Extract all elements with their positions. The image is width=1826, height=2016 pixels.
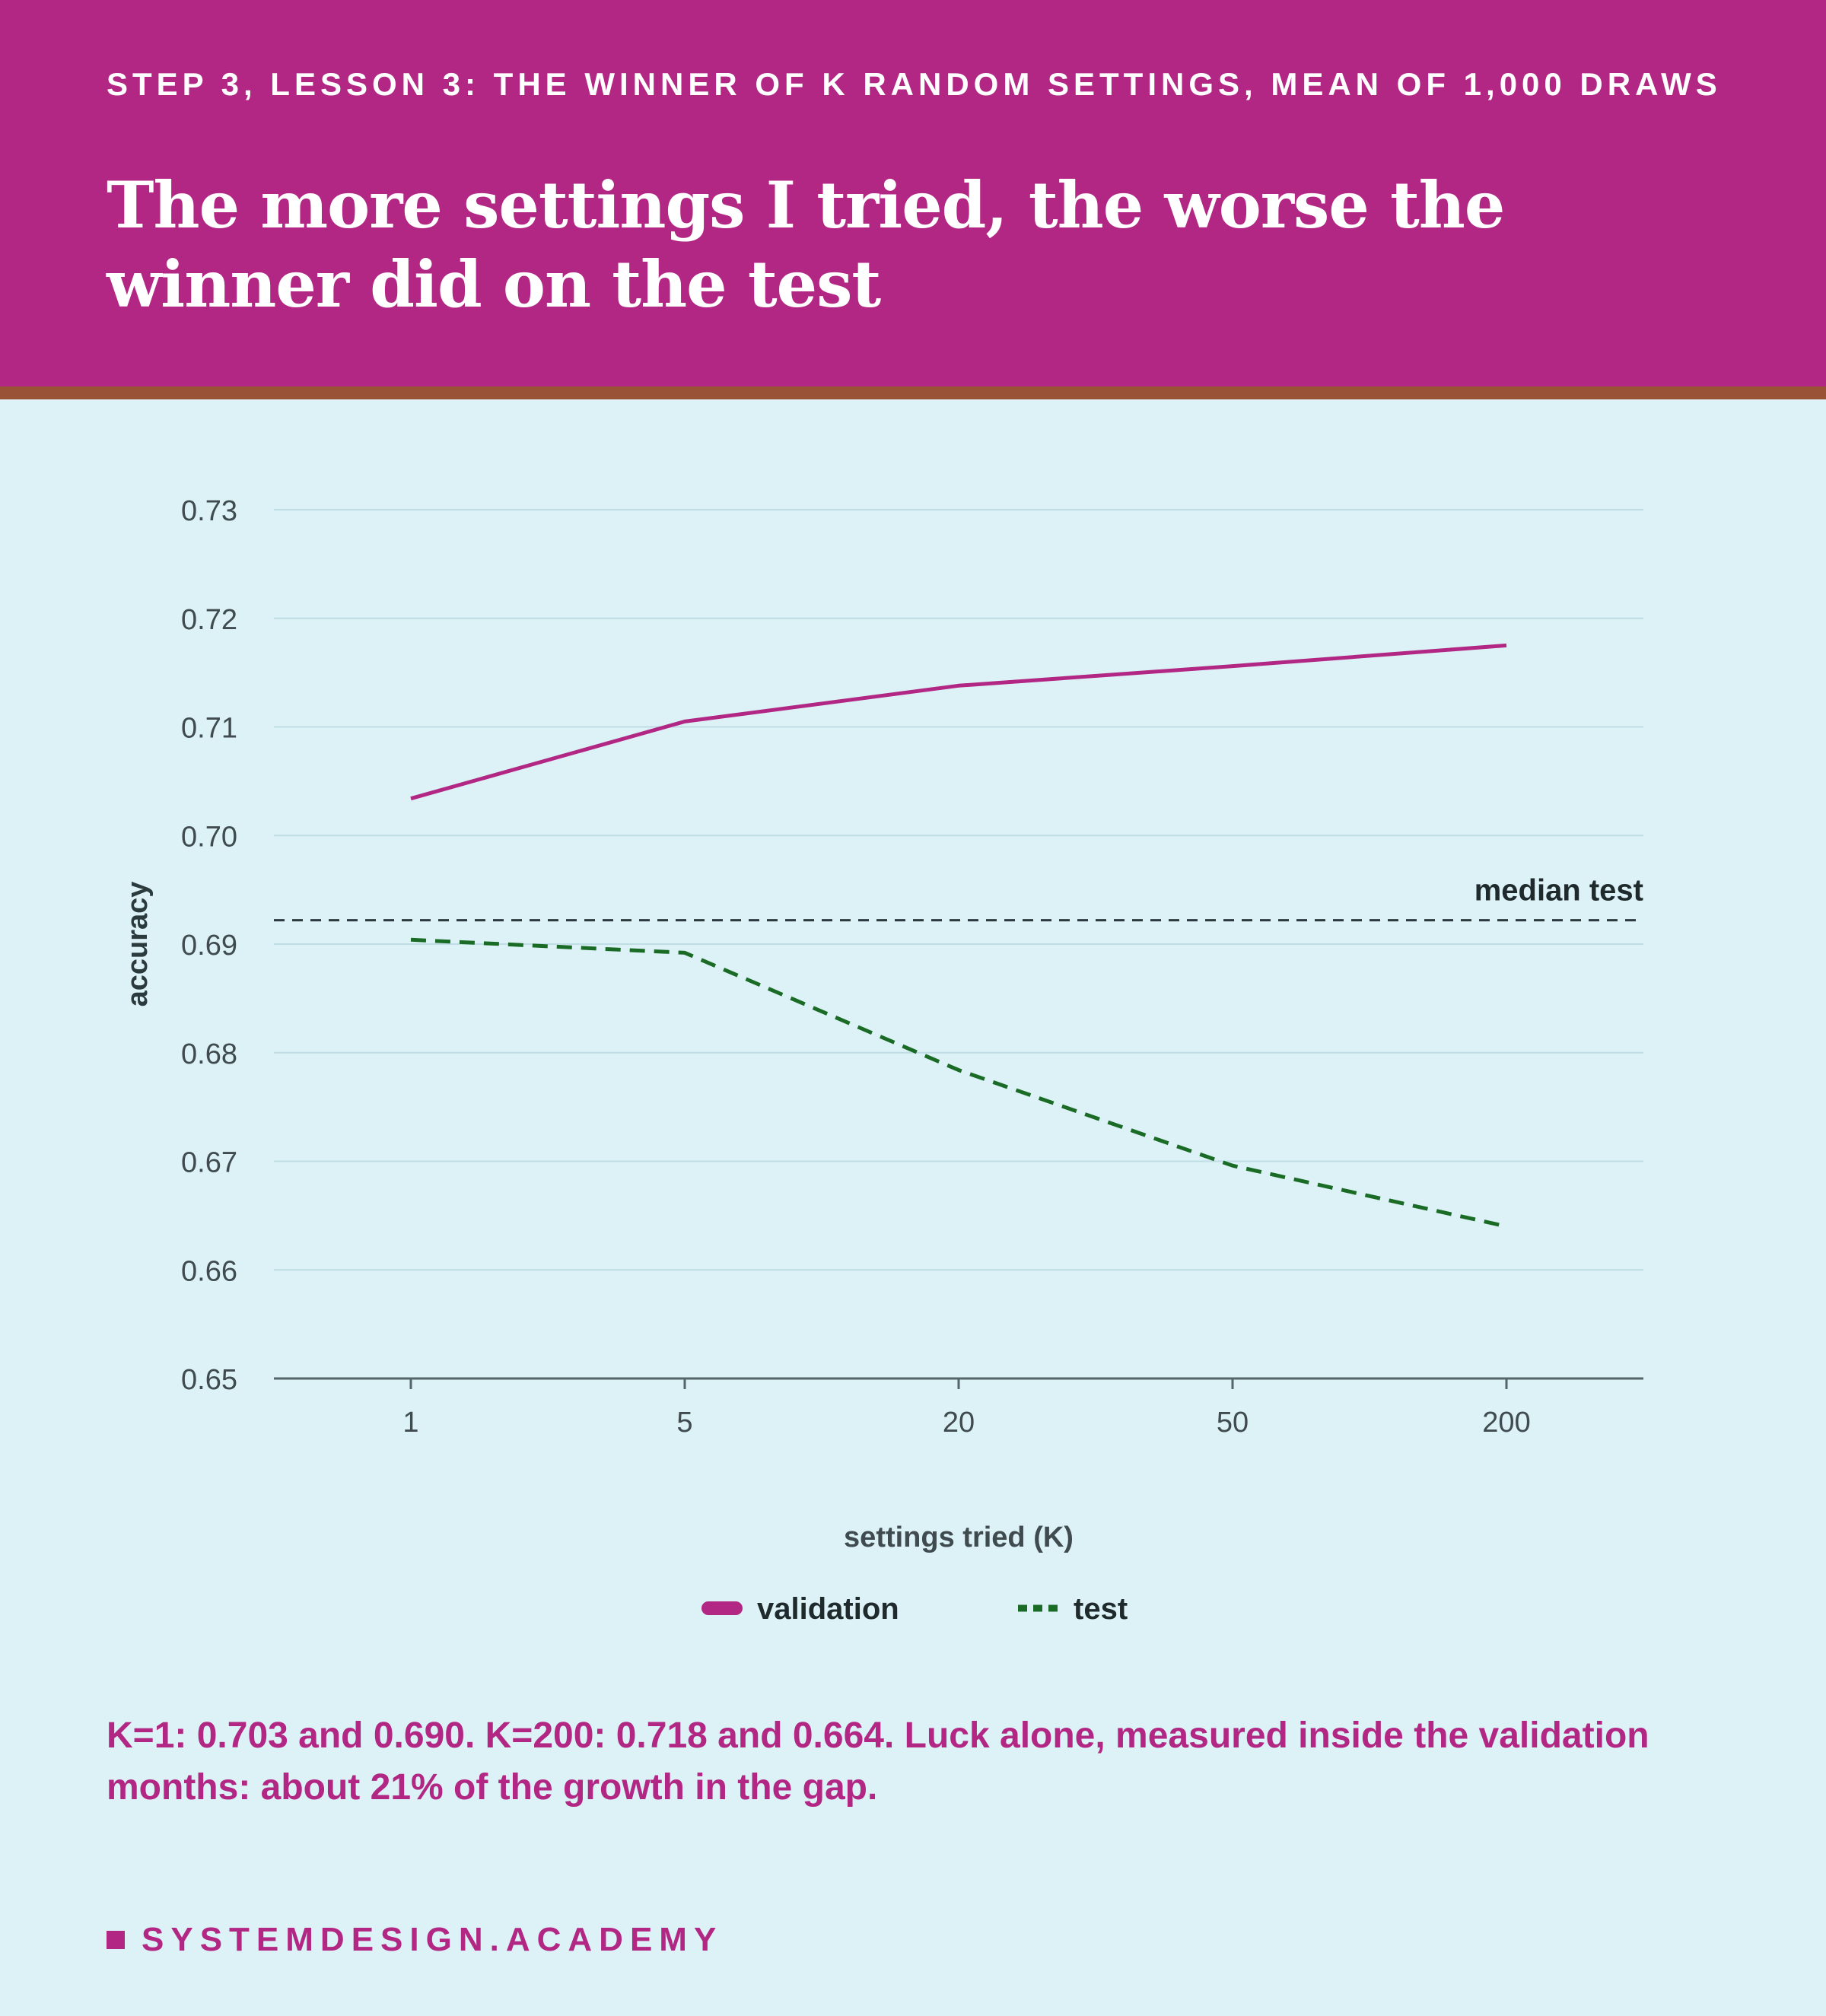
y-tick-label: 0.71 (181, 713, 237, 745)
x-tick-label: 50 (1217, 1407, 1249, 1439)
brand-name: SYSTEMDESIGN.ACADEMY (142, 1921, 724, 1958)
y-tick-label: 0.65 (181, 1364, 237, 1396)
page-title: The more settings I tried, the worse the… (107, 167, 1505, 322)
y-tick-label: 0.67 (181, 1147, 237, 1179)
y-tick-label: 0.73 (181, 495, 237, 527)
legend-swatch-validation (701, 1601, 743, 1615)
x-tick-label: 1 (402, 1407, 418, 1439)
series-line-test (410, 937, 1507, 1229)
eyebrow-label: STEP 3, LESSON 3: THE WINNER OF K RANDOM… (107, 66, 1722, 102)
series-line-validation (410, 643, 1507, 801)
y-tick-label: 0.69 (181, 930, 237, 962)
y-tick-label: 0.66 (181, 1255, 237, 1287)
y-tick-label: 0.70 (181, 821, 237, 853)
brand-square-icon (107, 1931, 125, 1949)
y-axis-title: accuracy (122, 882, 154, 1007)
legend-label-test: test (1074, 1592, 1128, 1626)
x-axis-title: settings tried (K) (844, 1522, 1074, 1553)
median-test-label: median test (1474, 874, 1643, 908)
y-tick-label: 0.72 (181, 604, 237, 636)
summary-caption: K=1: 0.703 and 0.690. K=200: 0.718 and 0… (107, 1716, 1649, 1808)
header-banner: STEP 3, LESSON 3: THE WINNER OF K RANDOM… (0, 0, 1826, 386)
x-tick-label: 200 (1482, 1407, 1530, 1439)
footer-brand: SYSTEMDESIGN.ACADEMY (107, 1921, 723, 1959)
y-tick-label: 0.68 (181, 1038, 237, 1070)
accuracy-chart: 0.65 0.66 0.67 0.68 0.69 0.70 0.71 0.72 0.73 1 5 20… (122, 495, 1643, 1626)
legend-label-validation: validation (757, 1592, 899, 1626)
x-tick-label: 5 (676, 1407, 692, 1439)
x-tick-label: 20 (943, 1407, 975, 1439)
header-divider (0, 386, 1826, 399)
